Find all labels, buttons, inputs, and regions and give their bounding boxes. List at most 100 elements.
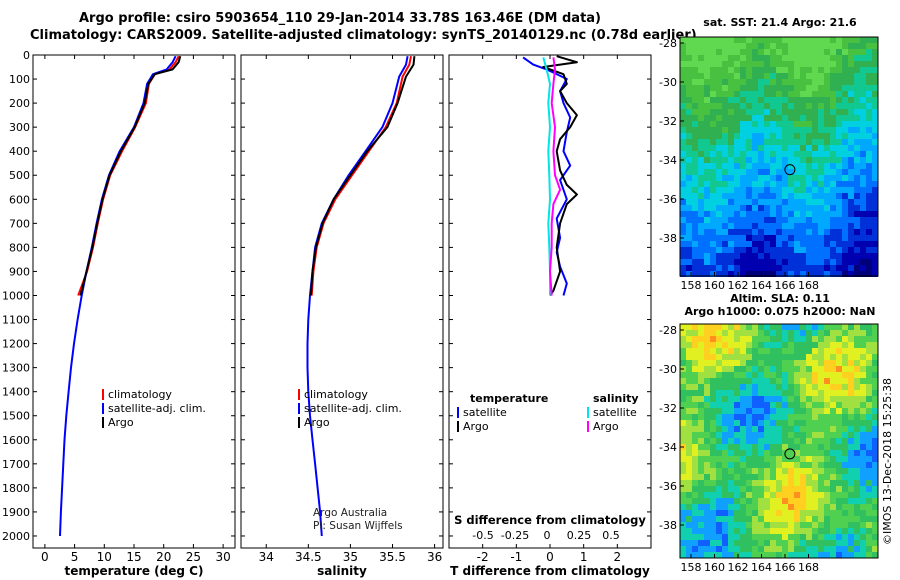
map-cell [854,384,860,390]
map-cell [710,187,716,193]
map-cell [686,468,692,474]
map-cell [680,324,686,330]
map-cell [734,402,740,408]
map-cell [848,103,854,109]
map-cell [680,450,686,456]
map-cell [734,336,740,342]
map-cell [752,223,758,229]
map-cell [776,163,782,169]
map-cell [680,384,686,390]
map-cell [728,235,734,241]
map-cell [830,330,836,336]
map-cell [704,540,710,546]
map-cell [686,151,692,157]
map-cell [692,510,698,516]
map-y-tick-label: -32 [659,402,677,415]
map-cell [698,151,704,157]
map-cell [836,372,842,378]
map-cell [776,139,782,145]
map-cell [752,486,758,492]
map-cell [704,85,710,91]
map-cell [770,528,776,534]
map-cell [866,372,872,378]
map-cell [830,187,836,193]
map-cell [722,187,728,193]
map-cell [680,127,686,133]
map-cell [788,211,794,217]
map-cell [818,169,824,175]
map-cell [734,193,740,199]
map-cell [686,211,692,217]
map-cell [872,79,878,85]
map-cell [782,378,788,384]
map-cell [776,438,782,444]
map-cell [686,360,692,366]
map-cell [818,43,824,49]
map-cell [776,91,782,97]
map-cell [830,474,836,480]
map-cell [728,348,734,354]
map-cell [710,163,716,169]
map-cell [692,360,698,366]
map-cell [704,552,710,558]
map-cell [854,366,860,372]
map-cell [794,372,800,378]
map-cell [854,139,860,145]
map-cell [758,109,764,115]
series-line-Argo [309,56,416,296]
map-cell [770,486,776,492]
map-cell [794,486,800,492]
map-cell [698,193,704,199]
map-cell [776,181,782,187]
map-cell [842,85,848,91]
map-cell [788,426,794,432]
annotation-text: PI: Susan Wijffels [313,520,403,532]
map-cell [836,223,842,229]
map-cell [782,480,788,486]
map-cell [716,193,722,199]
map-cell [776,109,782,115]
map-cell [740,223,746,229]
map-cell [806,103,812,109]
map-cell [818,516,824,522]
map-cell [710,336,716,342]
map-cell [866,546,872,552]
map-cell [866,498,872,504]
map-cell [812,175,818,181]
map-cell [680,121,686,127]
map-cell [854,552,860,558]
map-cell [758,414,764,420]
map-cell [722,546,728,552]
map-cell [698,229,704,235]
map-cell [704,528,710,534]
map-cell [746,187,752,193]
map-cell [764,486,770,492]
map-cell [800,474,806,480]
map-cell [788,241,794,247]
map-cell [710,61,716,67]
map-cell [686,121,692,127]
map-cell [764,67,770,73]
map-cell [710,324,716,330]
series-line-temperature-Argo [542,55,578,297]
map-cell [776,259,782,265]
map-cell [758,342,764,348]
map-cell [788,546,794,552]
map-cell [788,37,794,43]
map-cell [848,199,854,205]
map-cell [848,498,854,504]
map-cell [764,342,770,348]
map-cell [764,330,770,336]
map-cell [734,109,740,115]
map-cell [824,336,830,342]
map-cell [860,265,866,271]
map-cell [722,384,728,390]
map-cell [692,247,698,253]
map-cell [824,247,830,253]
map-cell [764,247,770,253]
map-cell [860,169,866,175]
map-cell [806,115,812,121]
map-cell [794,360,800,366]
map-cell [824,115,830,121]
map-cell [794,408,800,414]
